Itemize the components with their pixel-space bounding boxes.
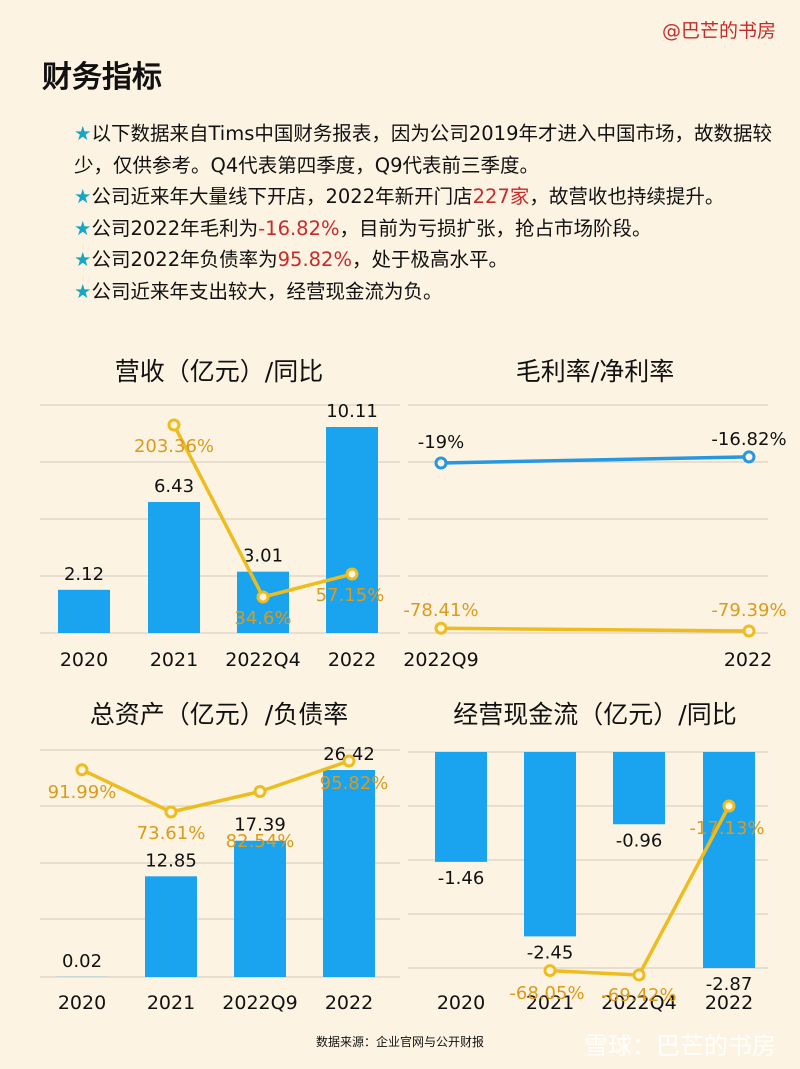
net-margin-point <box>434 621 448 635</box>
highlight-value: -16.82% <box>258 216 340 240</box>
cashflow-growth-point <box>632 968 646 982</box>
gross-margin-line <box>440 455 750 465</box>
gross-margin-point <box>434 456 448 470</box>
line-value-label: -68.05% <box>509 983 584 1004</box>
chart-title-cashflow: 经营现金流（亿元）/同比 <box>453 700 737 729</box>
line-value-label: 57.15% <box>316 585 385 606</box>
bullet-item: ★以下数据来自Tims中国财务报表，因为公司2019年才进入中国市场，故数据较少… <box>74 122 772 177</box>
line-value-label: -17.13% <box>689 818 764 839</box>
x-tick-label: 2022Q9 <box>403 649 478 671</box>
highlight-value: 95.82% <box>277 248 352 271</box>
highlight-value: 227家 <box>472 185 530 208</box>
bullet-item: ★公司2022年负债率为95.82%，处于极高水平。 <box>74 248 508 271</box>
line-value-label: 73.61% <box>137 823 206 844</box>
star-icon: ★ <box>74 122 92 145</box>
data-source-note: 数据来源：企业官网与公开财报 <box>315 1035 484 1049</box>
line-value-label: 82.54% <box>226 831 295 852</box>
bar-value-label: -2.45 <box>527 942 574 963</box>
bar-value-label: -1.46 <box>438 868 485 889</box>
cashflow-bar <box>524 752 576 937</box>
asset-bar <box>323 770 375 977</box>
line-value-label: -19% <box>418 432 465 453</box>
x-tick-label: 2020 <box>58 992 106 1014</box>
line-value-label: -78.41% <box>403 600 478 621</box>
x-tick-label: 2020 <box>60 649 108 671</box>
bar-value-label: 17.39 <box>234 815 286 836</box>
star-icon: ★ <box>74 248 92 271</box>
bullet-list: ★以下数据来自Tims中国财务报表，因为公司2019年才进入中国市场，故数据较少… <box>74 118 774 307</box>
star-icon: ★ <box>74 185 92 208</box>
x-tick-label: 2022Q4 <box>225 649 300 671</box>
x-tick-label: 2022 <box>328 649 376 671</box>
x-tick-label: 2020 <box>437 992 485 1014</box>
x-tick-label: 2022 <box>325 992 373 1014</box>
gross-margin-point <box>742 450 756 464</box>
x-tick-label: 2021 <box>150 649 198 671</box>
line-value-label: -69.42% <box>601 985 676 1006</box>
line-value-label: -16.82% <box>711 429 786 450</box>
x-tick-label: 2022Q9 <box>222 992 297 1014</box>
cashflow-growth-point <box>543 964 557 978</box>
debt-ratio-point <box>75 763 89 777</box>
bar-value-label: -0.96 <box>616 830 663 851</box>
line-value-label: 34.6% <box>234 608 291 629</box>
revenue-growth-point <box>167 418 181 432</box>
chart-title-revenue: 营收（亿元）/同比 <box>114 357 324 386</box>
x-tick-label: 2022Q4 <box>601 992 676 1014</box>
debt-ratio-line <box>81 759 350 814</box>
debt-ratio-point <box>164 805 178 819</box>
line-value-label: 203.36% <box>134 436 214 457</box>
x-tick-label: 2022 <box>705 992 753 1014</box>
bar-value-label: 3.01 <box>243 546 283 567</box>
star-icon: ★ <box>74 279 92 303</box>
bullet-item: ★公司2022年毛利为-16.82%，目前为亏损扩张，抢占市场阶段。 <box>74 216 652 240</box>
revenue-growth-point <box>345 567 359 581</box>
line-value-label: -79.39% <box>711 600 786 621</box>
asset-bar <box>145 876 197 977</box>
revenue-bar <box>148 501 200 633</box>
cashflow-bar <box>435 752 487 862</box>
bar-value-label: 12.85 <box>145 850 197 871</box>
bar-value-label: -2.87 <box>706 974 753 995</box>
bullet-item: ★公司近来年大量线下开店，2022年新开门店227家，故营收也持续提升。 <box>74 185 725 208</box>
net-margin-point <box>742 624 756 638</box>
debt-ratio-point <box>342 754 356 768</box>
x-tick-label: 2022 <box>724 649 772 671</box>
chart-title-assets: 总资产（亿元）/负债率 <box>89 700 349 729</box>
asset-bar <box>234 840 286 977</box>
bar-value-label: 0.02 <box>62 951 102 972</box>
bullet-item: ★公司近来年支出较大，经营现金流为负。 <box>74 279 443 303</box>
chart-title-margins: 毛利率/净利率 <box>515 357 675 386</box>
net-margin-line <box>440 626 750 633</box>
revenue-bar <box>58 589 110 633</box>
cashflow-bar <box>613 752 665 825</box>
brand-handle: @巴芒的书房 <box>661 20 776 42</box>
x-tick-label: 2021 <box>147 992 195 1014</box>
star-icon: ★ <box>74 216 92 240</box>
bar-value-label: 10.11 <box>326 401 378 422</box>
watermark: 雪球：巴芒的书房 <box>584 1032 776 1060</box>
revenue-growth-point <box>256 590 270 604</box>
cashflow-bar <box>703 752 755 968</box>
revenue-bar <box>326 427 378 633</box>
x-tick-label: 2021 <box>526 992 574 1014</box>
line-value-label: 91.99% <box>48 782 117 803</box>
cashflow-growth-point <box>722 799 736 813</box>
page-title: 财务指标 <box>42 60 162 95</box>
line-value-label: 95.82% <box>320 773 389 794</box>
bar-value-label: 2.12 <box>64 564 104 585</box>
debt-ratio-point <box>253 784 267 798</box>
bar-value-label: 6.43 <box>154 476 194 497</box>
